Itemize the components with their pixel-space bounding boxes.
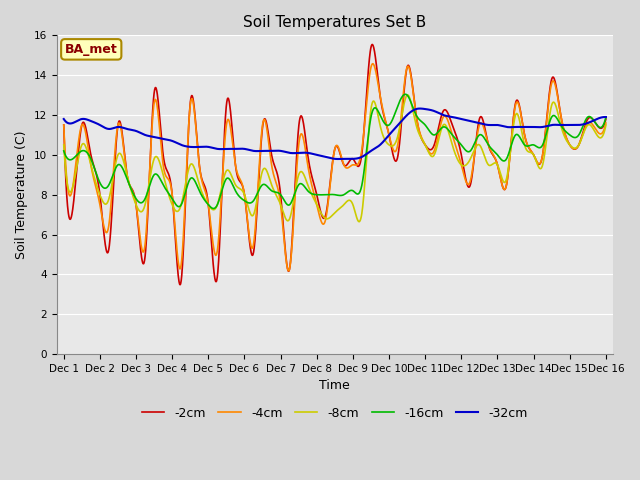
-32cm [602,114,610,120]
Line: -32cm: -32cm [64,108,606,159]
-8cm [404,92,412,98]
-16cm [60,148,68,154]
-16cm [587,114,595,120]
-16cm [587,114,595,120]
-8cm [587,122,595,128]
-4cm [60,122,68,128]
-32cm [334,156,342,162]
-8cm [324,216,332,222]
-2cm [176,282,184,288]
Text: BA_met: BA_met [65,43,118,56]
-4cm [602,120,610,126]
X-axis label: Time: Time [319,379,350,392]
-8cm [355,219,363,225]
-8cm [587,122,595,128]
Legend: -2cm, -4cm, -8cm, -16cm, -32cm: -2cm, -4cm, -8cm, -16cm, -32cm [137,402,532,425]
-16cm [602,114,610,120]
-4cm [309,188,317,194]
-16cm [487,145,495,151]
-16cm [324,192,332,197]
Title: Soil Temperatures Set B: Soil Temperatures Set B [243,15,426,30]
-32cm [587,119,595,125]
-4cm [369,61,376,67]
-16cm [309,192,317,197]
-4cm [324,204,332,210]
-32cm [88,119,95,124]
Line: -2cm: -2cm [64,45,606,285]
-2cm [602,116,610,122]
-4cm [88,165,95,171]
-8cm [88,164,95,170]
Line: -16cm: -16cm [64,94,606,208]
-8cm [309,194,317,200]
Line: -8cm: -8cm [64,95,606,222]
-2cm [587,115,595,120]
-32cm [324,155,332,160]
-32cm [587,119,595,125]
-8cm [487,162,495,168]
-4cm [587,120,595,126]
-2cm [324,201,332,207]
-4cm [487,148,495,154]
-32cm [60,116,68,122]
-4cm [587,120,595,125]
-32cm [416,106,424,111]
-8cm [60,142,68,148]
-2cm [309,179,317,185]
Line: -4cm: -4cm [64,64,606,271]
-2cm [587,115,595,120]
-2cm [88,155,95,160]
Y-axis label: Soil Temperature (C): Soil Temperature (C) [15,131,28,259]
-2cm [368,42,376,48]
-8cm [602,122,610,128]
-16cm [402,91,410,97]
-16cm [88,157,95,163]
-16cm [210,205,218,211]
-32cm [309,151,317,157]
-32cm [487,122,495,128]
-4cm [285,268,292,274]
-2cm [487,149,495,155]
-2cm [60,122,68,128]
